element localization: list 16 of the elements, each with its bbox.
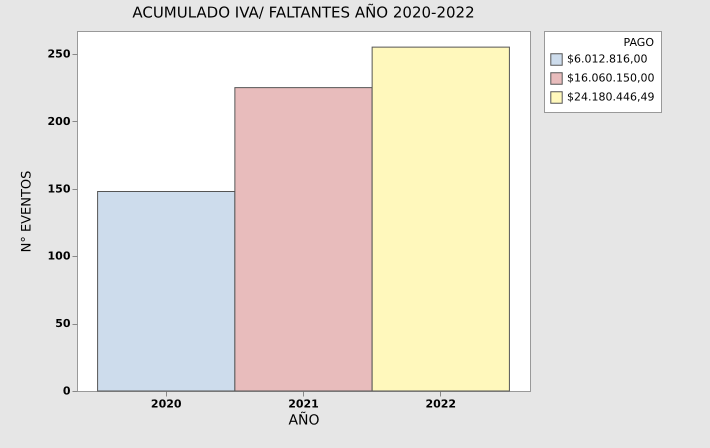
y-tick-label: 100	[48, 250, 71, 263]
y-tick-label: 150	[48, 182, 71, 196]
legend-title: PAGO	[624, 36, 654, 49]
y-tick-label: 50	[55, 317, 71, 330]
x-tick-label: 2020	[150, 398, 182, 410]
y-tick-label: 0	[62, 384, 71, 398]
x-tick-label: 2022	[425, 398, 456, 410]
y-tick-label: 200	[48, 114, 71, 128]
chart-title: ACUMULADO IVA/ FALTANTES AÑO 2020-2022	[132, 4, 475, 22]
legend-label: $16.060.150,00	[567, 72, 654, 84]
x-axis-title: AÑO	[288, 412, 320, 428]
y-axis-title: N° EVENTOS	[20, 170, 35, 252]
x-tick-label: 2021	[288, 398, 319, 410]
y-tick-label: 250	[48, 47, 71, 60]
legend-label: $6.012.816,00	[567, 52, 648, 66]
legend-label: $24.180.446,49	[567, 90, 654, 104]
